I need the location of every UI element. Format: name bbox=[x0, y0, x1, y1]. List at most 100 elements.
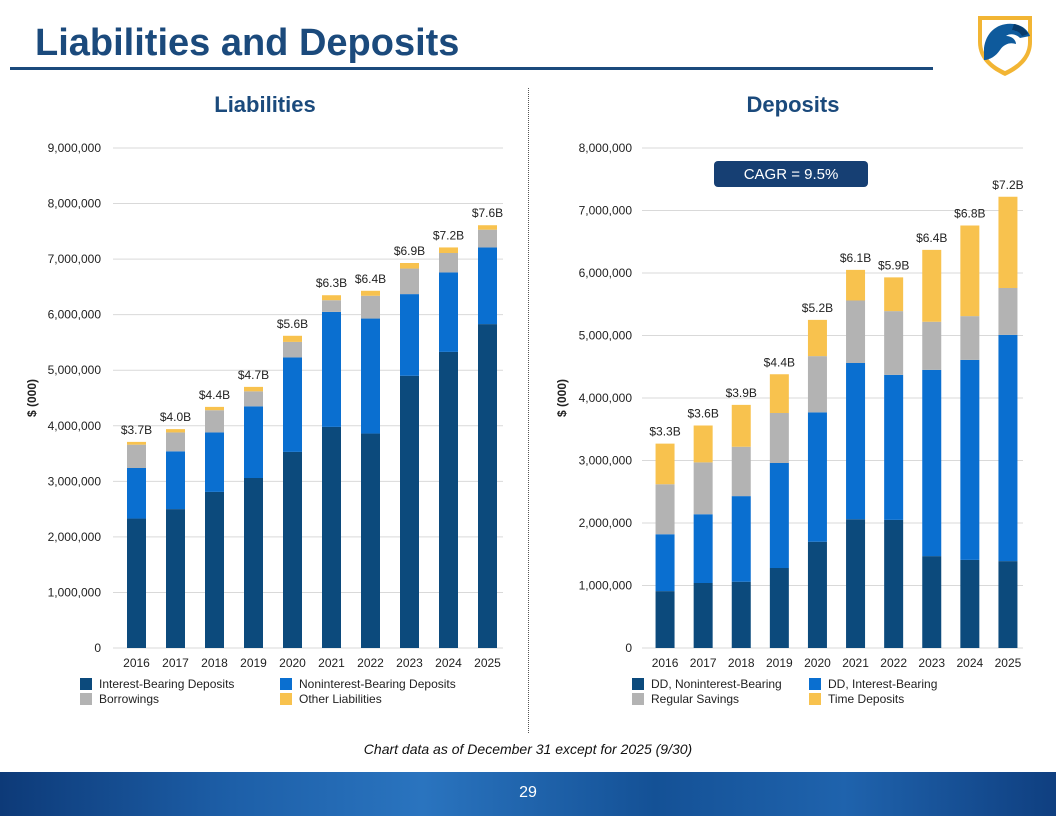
deposits-total-label: $3.9B bbox=[726, 386, 757, 400]
liabilities-xtick-label: 2024 bbox=[435, 656, 462, 670]
liabilities-bar-noninterest-bearing-deposits bbox=[127, 468, 146, 519]
liabilities-bar-borrowings bbox=[283, 341, 302, 358]
deposits-xtick-label: 2022 bbox=[880, 656, 907, 670]
deposits-xtick-label: 2024 bbox=[956, 656, 983, 670]
deposits-ytick-label: 8,000,000 bbox=[579, 141, 633, 155]
deposits-bar-regular-savings bbox=[922, 321, 942, 370]
liabilities-legend-swatch bbox=[80, 693, 92, 705]
deposits-chart-title: Deposits bbox=[746, 92, 840, 117]
deposits-total-label: $7.2B bbox=[992, 178, 1023, 192]
liabilities-total-label: $3.7B bbox=[121, 423, 152, 437]
deposits-bar-dd-noninterest-bearing bbox=[960, 559, 980, 648]
liabilities-bar-borrowings bbox=[478, 229, 497, 248]
deposits-bar-time-deposits bbox=[884, 277, 904, 312]
liabilities-bar-interest-bearing-deposits bbox=[127, 518, 146, 648]
deposits-legend-label: Regular Savings bbox=[651, 692, 739, 706]
eagle-shield-icon bbox=[978, 16, 1032, 76]
deposits-bar-time-deposits bbox=[655, 443, 675, 485]
deposits-ytick-label: 0 bbox=[625, 641, 632, 655]
deposits-bar-dd-noninterest-bearing bbox=[884, 519, 904, 648]
deposits-bar-dd-noninterest-bearing bbox=[846, 519, 866, 648]
liabilities-chart: 0 1,000,000 2,000,000 3,000,000 4,000,000 5,0… bbox=[25, 141, 503, 706]
liabilities-total-label: $6.4B bbox=[355, 272, 386, 286]
liabilities-bar-interest-bearing-deposits bbox=[322, 426, 341, 648]
liabilities-ytick-label: 5,000,000 bbox=[48, 363, 102, 377]
liabilities-legend-label: Noninterest-Bearing Deposits bbox=[299, 677, 456, 691]
deposits-xtick-label: 2023 bbox=[918, 656, 945, 670]
liabilities-bar-interest-bearing-deposits bbox=[205, 491, 224, 648]
deposits-total-label: $6.8B bbox=[954, 207, 985, 221]
deposits-total-label: $5.9B bbox=[878, 258, 909, 272]
liabilities-bar-other-liabilities bbox=[283, 335, 302, 342]
liabilities-total-label: $4.4B bbox=[199, 388, 230, 402]
liabilities-bar-other-liabilities bbox=[244, 386, 263, 392]
footer-band bbox=[0, 772, 1056, 816]
deposits-bar-time-deposits bbox=[807, 319, 827, 357]
deposits-bar-time-deposits bbox=[960, 225, 980, 317]
deposits-ytick-label: 1,000,000 bbox=[579, 579, 633, 593]
liabilities-bar-borrowings bbox=[127, 444, 146, 468]
liabilities-ytick-label: 2,000,000 bbox=[48, 530, 102, 544]
liabilities-total-label: $6.3B bbox=[316, 276, 347, 290]
deposits-bar-regular-savings bbox=[769, 413, 789, 463]
liabilities-bar-other-liabilities bbox=[322, 295, 341, 301]
liabilities-bar-other-liabilities bbox=[361, 290, 380, 296]
liabilities-ytick-label: 1,000,000 bbox=[48, 585, 102, 599]
deposits-bar-dd-interest-bearing bbox=[922, 369, 942, 557]
liabilities-bar-other-liabilities bbox=[205, 406, 224, 411]
deposits-xtick-label: 2018 bbox=[728, 656, 755, 670]
liabilities-bar-other-liabilities bbox=[478, 225, 497, 230]
deposits-bar-time-deposits bbox=[769, 374, 789, 413]
deposits-bar-dd-interest-bearing bbox=[693, 514, 713, 583]
deposits-legend-label: DD, Noninterest-Bearing bbox=[651, 677, 782, 691]
chart-divider bbox=[528, 88, 529, 733]
liabilities-bar-noninterest-bearing-deposits bbox=[244, 406, 263, 478]
deposits-bar-dd-noninterest-bearing bbox=[807, 541, 827, 648]
deposits-bar-dd-interest-bearing bbox=[807, 412, 827, 542]
deposits-bar-dd-interest-bearing bbox=[731, 496, 751, 582]
liabilities-bar-interest-bearing-deposits bbox=[439, 351, 458, 648]
liabilities-bar-other-liabilities bbox=[166, 429, 185, 433]
deposits-ytick-label: 3,000,000 bbox=[579, 454, 633, 468]
deposits-xtick-label: 2021 bbox=[842, 656, 869, 670]
deposits-bar-time-deposits bbox=[846, 269, 866, 301]
liabilities-legend-label: Borrowings bbox=[99, 692, 159, 706]
deposits-bar-regular-savings bbox=[884, 311, 904, 375]
liabilities-bar-borrowings bbox=[166, 432, 185, 452]
deposits-cagr-label: CAGR = 9.5% bbox=[744, 166, 839, 183]
deposits-bar-time-deposits bbox=[998, 196, 1018, 288]
liabilities-bar-interest-bearing-deposits bbox=[400, 375, 419, 648]
liabilities-bar-noninterest-bearing-deposits bbox=[400, 294, 419, 376]
liabilities-total-label: $7.6B bbox=[472, 206, 503, 220]
liabilities-bar-other-liabilities bbox=[400, 263, 419, 269]
liabilities-xtick-label: 2016 bbox=[123, 656, 150, 670]
title-divider bbox=[10, 67, 933, 70]
deposits-bar-dd-noninterest-bearing bbox=[731, 581, 751, 648]
deposits-legend-swatch bbox=[809, 678, 821, 690]
deposits-total-label: $3.3B bbox=[649, 425, 680, 439]
deposits-xtick-label: 2020 bbox=[804, 656, 831, 670]
liabilities-legend-swatch bbox=[280, 693, 292, 705]
liabilities-ytick-label: 0 bbox=[94, 641, 101, 655]
liabilities-legend-label: Other Liabilities bbox=[299, 692, 382, 706]
liabilities-bar-borrowings bbox=[322, 300, 341, 312]
deposits-bar-regular-savings bbox=[846, 300, 866, 363]
deposits-ytick-label: 6,000,000 bbox=[579, 266, 633, 280]
liabilities-bar-noninterest-bearing-deposits bbox=[478, 247, 497, 325]
liabilities-ytick-label: 3,000,000 bbox=[48, 474, 102, 488]
liabilities-bar-noninterest-bearing-deposits bbox=[205, 432, 224, 492]
liabilities-xtick-label: 2018 bbox=[201, 656, 228, 670]
liabilities-xtick-label: 2021 bbox=[318, 656, 345, 670]
deposits-ylabel: $ (000) bbox=[555, 379, 569, 417]
liabilities-bar-noninterest-bearing-deposits bbox=[439, 272, 458, 352]
liabilities-ytick-label: 6,000,000 bbox=[48, 308, 102, 322]
deposits-legend-label: Time Deposits bbox=[828, 692, 904, 706]
liabilities-bar-interest-bearing-deposits bbox=[478, 324, 497, 648]
deposits-bar-dd-interest-bearing bbox=[884, 374, 904, 520]
deposits-xtick-label: 2025 bbox=[995, 656, 1022, 670]
deposits-xtick-label: 2016 bbox=[652, 656, 679, 670]
deposits-bar-dd-interest-bearing bbox=[998, 334, 1018, 562]
deposits-bar-dd-interest-bearing bbox=[960, 359, 980, 560]
liabilities-chart-title: Liabilities bbox=[214, 92, 316, 117]
deposits-bar-regular-savings bbox=[693, 462, 713, 515]
